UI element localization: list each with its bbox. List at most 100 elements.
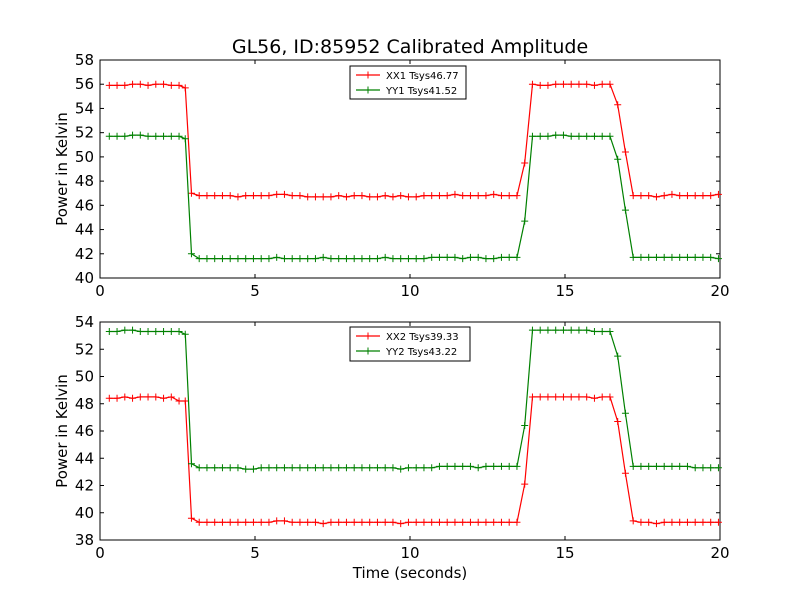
data-point — [319, 253, 327, 261]
data-point — [606, 328, 614, 336]
data-point — [273, 253, 281, 261]
x-tick-label: 10 — [400, 282, 419, 300]
data-point — [242, 255, 250, 263]
data-point — [552, 80, 560, 88]
data-point — [466, 518, 474, 526]
data-point — [645, 518, 653, 526]
data-point — [683, 462, 691, 470]
data-point — [366, 518, 374, 526]
data-point — [113, 394, 121, 402]
data-point — [389, 464, 397, 472]
data-point — [358, 255, 366, 263]
y-tick-label: 42 — [75, 477, 94, 495]
data-point — [668, 518, 676, 526]
data-point — [714, 255, 722, 263]
data-point — [319, 520, 327, 528]
data-point — [397, 255, 405, 263]
data-point — [451, 190, 459, 198]
x-tick-label: 15 — [555, 544, 574, 562]
data-point — [707, 192, 715, 200]
data-point — [181, 330, 189, 338]
data-point — [583, 80, 591, 88]
data-point — [660, 253, 668, 261]
data-point — [521, 159, 529, 167]
data-point — [350, 518, 358, 526]
data-point — [629, 253, 637, 261]
data-point — [175, 81, 183, 89]
data-point — [645, 192, 653, 200]
data-point — [466, 192, 474, 200]
data-point — [544, 393, 552, 401]
legend-box — [349, 65, 467, 100]
x-tick-label: 0 — [95, 282, 105, 300]
data-point — [121, 132, 129, 140]
data-point — [381, 192, 389, 200]
data-point — [614, 417, 622, 425]
data-point — [528, 132, 536, 140]
x-tick-label: 20 — [710, 544, 729, 562]
data-point — [412, 255, 420, 263]
data-point — [699, 518, 707, 526]
data-point — [226, 255, 234, 263]
data-point — [676, 462, 684, 470]
legend-marker — [364, 347, 372, 355]
y-tick-label: 46 — [75, 196, 94, 214]
data-point — [175, 397, 183, 405]
data-point — [144, 81, 152, 89]
data-point — [389, 255, 397, 263]
data-point — [203, 464, 211, 472]
data-point — [366, 464, 374, 472]
data-point — [397, 465, 405, 473]
data-point — [552, 131, 560, 139]
data-point — [544, 81, 552, 89]
data-point — [234, 255, 242, 263]
data-point — [590, 394, 598, 402]
data-point — [420, 255, 428, 263]
data-point — [559, 131, 567, 139]
data-point — [513, 462, 521, 470]
data-point — [598, 393, 606, 401]
data-point — [490, 190, 498, 198]
data-point — [144, 328, 152, 336]
data-point — [420, 464, 428, 472]
data-point — [660, 462, 668, 470]
data-point — [443, 192, 451, 200]
data-point — [404, 464, 412, 472]
data-point — [567, 393, 575, 401]
data-point — [412, 464, 420, 472]
data-point — [187, 189, 195, 197]
data-point — [645, 253, 653, 261]
data-point — [381, 464, 389, 472]
data-point — [637, 462, 645, 470]
data-point — [311, 193, 319, 201]
data-point — [226, 518, 234, 526]
data-point — [598, 80, 606, 88]
data-point — [521, 422, 529, 430]
chart-title: GL56, ID:85952 Calibrated Amplitude — [232, 36, 588, 58]
data-point — [505, 253, 513, 261]
data-point — [327, 255, 335, 263]
data-point — [435, 462, 443, 470]
data-point — [175, 132, 183, 140]
data-point — [249, 255, 257, 263]
data-point — [273, 190, 281, 198]
data-point — [195, 192, 203, 200]
data-point — [404, 518, 412, 526]
data-point — [296, 255, 304, 263]
data-point — [637, 192, 645, 200]
y-tick-label: 54 — [75, 313, 94, 331]
data-point — [226, 192, 234, 200]
data-point — [105, 394, 113, 402]
data-point — [195, 464, 203, 472]
data-point — [366, 255, 374, 263]
y-tick-label: 42 — [75, 245, 94, 263]
data-point — [187, 250, 195, 258]
data-point — [412, 518, 420, 526]
data-point — [482, 518, 490, 526]
data-point — [273, 464, 281, 472]
data-point — [304, 255, 312, 263]
legend-entry-label: YY1 Tsys41.52 — [385, 86, 457, 97]
data-point — [181, 84, 189, 92]
y-tick-label: 44 — [75, 449, 94, 467]
